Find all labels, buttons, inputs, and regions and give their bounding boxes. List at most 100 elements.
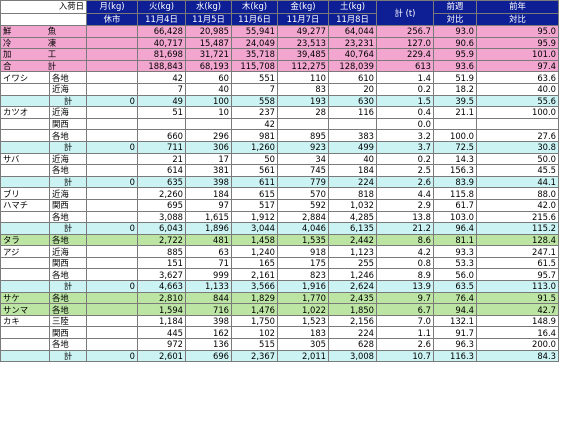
value-cell: 81.1 bbox=[433, 233, 477, 247]
value-cell: 2,624 bbox=[328, 280, 377, 293]
value-cell: 151 bbox=[137, 256, 186, 270]
value-cell: 1,458 bbox=[231, 233, 278, 247]
value-cell: 13.9 bbox=[376, 280, 434, 293]
value-cell bbox=[86, 82, 138, 96]
value-cell: 113.0 bbox=[476, 280, 559, 293]
value-cell: 1,594 bbox=[137, 303, 186, 316]
value-cell: 551 bbox=[231, 71, 278, 84]
summary-value: 256.7 bbox=[376, 25, 434, 38]
value-cell: 93.3 bbox=[433, 245, 477, 258]
value-cell: 13.8 bbox=[376, 210, 434, 224]
summary-value: 81,698 bbox=[137, 48, 186, 61]
fish-row: サケ 各地 2,810 844 1,829 1,770 2,435 9.7 76.4 91.5 bbox=[0, 291, 559, 305]
value-cell bbox=[86, 210, 138, 224]
value-cell: 1,123 bbox=[328, 245, 377, 258]
fish-row: 各地 614 381 561 745 184 2.5 156.3 45.5 bbox=[0, 164, 559, 177]
value-cell: 1,260 bbox=[231, 140, 278, 154]
value-cell: 63.6 bbox=[476, 71, 559, 84]
value-cell: 16.4 bbox=[476, 326, 559, 340]
summary-value: 66,428 bbox=[137, 25, 186, 38]
fish-name bbox=[0, 210, 50, 224]
value-cell bbox=[86, 117, 138, 131]
value-cell: 306 bbox=[185, 140, 232, 154]
value-cell: 55.6 bbox=[476, 94, 559, 108]
value-cell: 110 bbox=[277, 71, 329, 84]
value-cell bbox=[476, 117, 559, 131]
value-cell: 10 bbox=[185, 106, 232, 119]
fish-name: サンマ bbox=[0, 303, 50, 316]
summary-value: 93.6 bbox=[433, 59, 477, 73]
fish-row: カキ 三陸 1,184 398 1,750 1,523 2,156 7.0 132.1 148.9 bbox=[0, 314, 559, 328]
value-cell: 40 bbox=[328, 152, 377, 166]
summary-value: 24,049 bbox=[231, 36, 278, 50]
origin: 三陸 bbox=[49, 314, 87, 328]
value-cell: 237 bbox=[231, 106, 278, 119]
summary-value: 23,231 bbox=[328, 36, 377, 50]
fish-total-row: 計 0 6,043 1,896 3,044 4,046 6,135 21.2 96.4 115.2 bbox=[0, 222, 559, 235]
value-cell: 517 bbox=[231, 198, 278, 212]
fish-name bbox=[0, 326, 50, 340]
header-thu: 木(kg) bbox=[231, 0, 278, 14]
value-cell: 21.1 bbox=[433, 106, 477, 119]
value-cell: 10.7 bbox=[376, 349, 434, 363]
value-cell: 56.0 bbox=[433, 268, 477, 282]
value-cell: 818 bbox=[328, 187, 377, 200]
value-cell: 1,476 bbox=[231, 303, 278, 316]
fish-arrivals-table: 入荷日 月(kg) 火(kg) 水(kg) 木(kg) 金(kg) 土(kg) … bbox=[0, 0, 559, 363]
value-cell bbox=[86, 164, 138, 177]
summary-value: 95.9 bbox=[476, 36, 559, 50]
value-cell: 7 bbox=[231, 82, 278, 96]
summary-value bbox=[86, 59, 138, 73]
value-cell: 1,615 bbox=[185, 210, 232, 224]
value-cell: 96.3 bbox=[433, 338, 477, 351]
value-cell: 184 bbox=[185, 187, 232, 200]
value-cell: 76.4 bbox=[433, 291, 477, 305]
value-cell: 71 bbox=[185, 256, 232, 270]
value-cell: 27.6 bbox=[476, 129, 559, 142]
value-cell: 823 bbox=[277, 268, 329, 282]
value-cell: 94.4 bbox=[433, 303, 477, 316]
value-cell: 50 bbox=[231, 152, 278, 166]
summary-row: 冷 凍 40,717 15,487 24,049 23,513 23,231 127.0 90… bbox=[0, 36, 559, 50]
value-cell: 224 bbox=[328, 326, 377, 340]
value-cell: 1,912 bbox=[231, 210, 278, 224]
origin: 各地 bbox=[49, 303, 87, 316]
value-cell: 1,032 bbox=[328, 198, 377, 212]
value-cell: 561 bbox=[231, 164, 278, 177]
fish-total-row: 計 0 2,601 696 2,367 2,011 3,008 10.7 116.3 84.3 bbox=[0, 349, 559, 363]
value-cell: 885 bbox=[137, 245, 186, 258]
fish-row: イワシ 各地 42 60 551 110 610 1.4 51.9 63.6 bbox=[0, 71, 559, 84]
value-cell: 3.7 bbox=[376, 140, 434, 154]
header-ratio-week: 対比 bbox=[433, 12, 477, 26]
value-cell: 558 bbox=[231, 94, 278, 108]
value-cell: 695 bbox=[137, 198, 186, 212]
value-cell: 1,535 bbox=[277, 233, 329, 247]
value-cell: 610 bbox=[328, 71, 377, 84]
value-cell: 40 bbox=[185, 82, 232, 96]
value-cell: 0.0 bbox=[376, 117, 434, 131]
value-cell bbox=[86, 71, 138, 84]
value-cell bbox=[86, 245, 138, 258]
header-ratio-year: 対比 bbox=[476, 12, 559, 26]
origin: 近海 bbox=[49, 187, 87, 200]
value-cell: 4.4 bbox=[376, 187, 434, 200]
value-cell: 63 bbox=[185, 245, 232, 258]
value-cell bbox=[86, 129, 138, 142]
value-cell: 923 bbox=[277, 140, 329, 154]
fish-name: アジ bbox=[0, 245, 50, 258]
value-cell: 0.4 bbox=[376, 106, 434, 119]
value-cell: 1,916 bbox=[277, 280, 329, 293]
value-cell: 0.8 bbox=[376, 256, 434, 270]
fish-row: 近海 7 40 7 83 20 0.2 18.2 40.0 bbox=[0, 82, 559, 96]
value-cell: 7 bbox=[137, 82, 186, 96]
value-cell: 0.2 bbox=[376, 152, 434, 166]
value-cell: 8.6 bbox=[376, 233, 434, 247]
summary-value: 93.0 bbox=[433, 25, 477, 38]
value-cell: 40.0 bbox=[476, 82, 559, 96]
value-cell: 2.6 bbox=[376, 175, 434, 189]
fish-name: タラ bbox=[0, 233, 50, 247]
value-cell: 716 bbox=[185, 303, 232, 316]
value-cell: 34 bbox=[277, 152, 329, 166]
value-cell: 100.0 bbox=[433, 129, 477, 142]
fish-name bbox=[0, 140, 50, 154]
